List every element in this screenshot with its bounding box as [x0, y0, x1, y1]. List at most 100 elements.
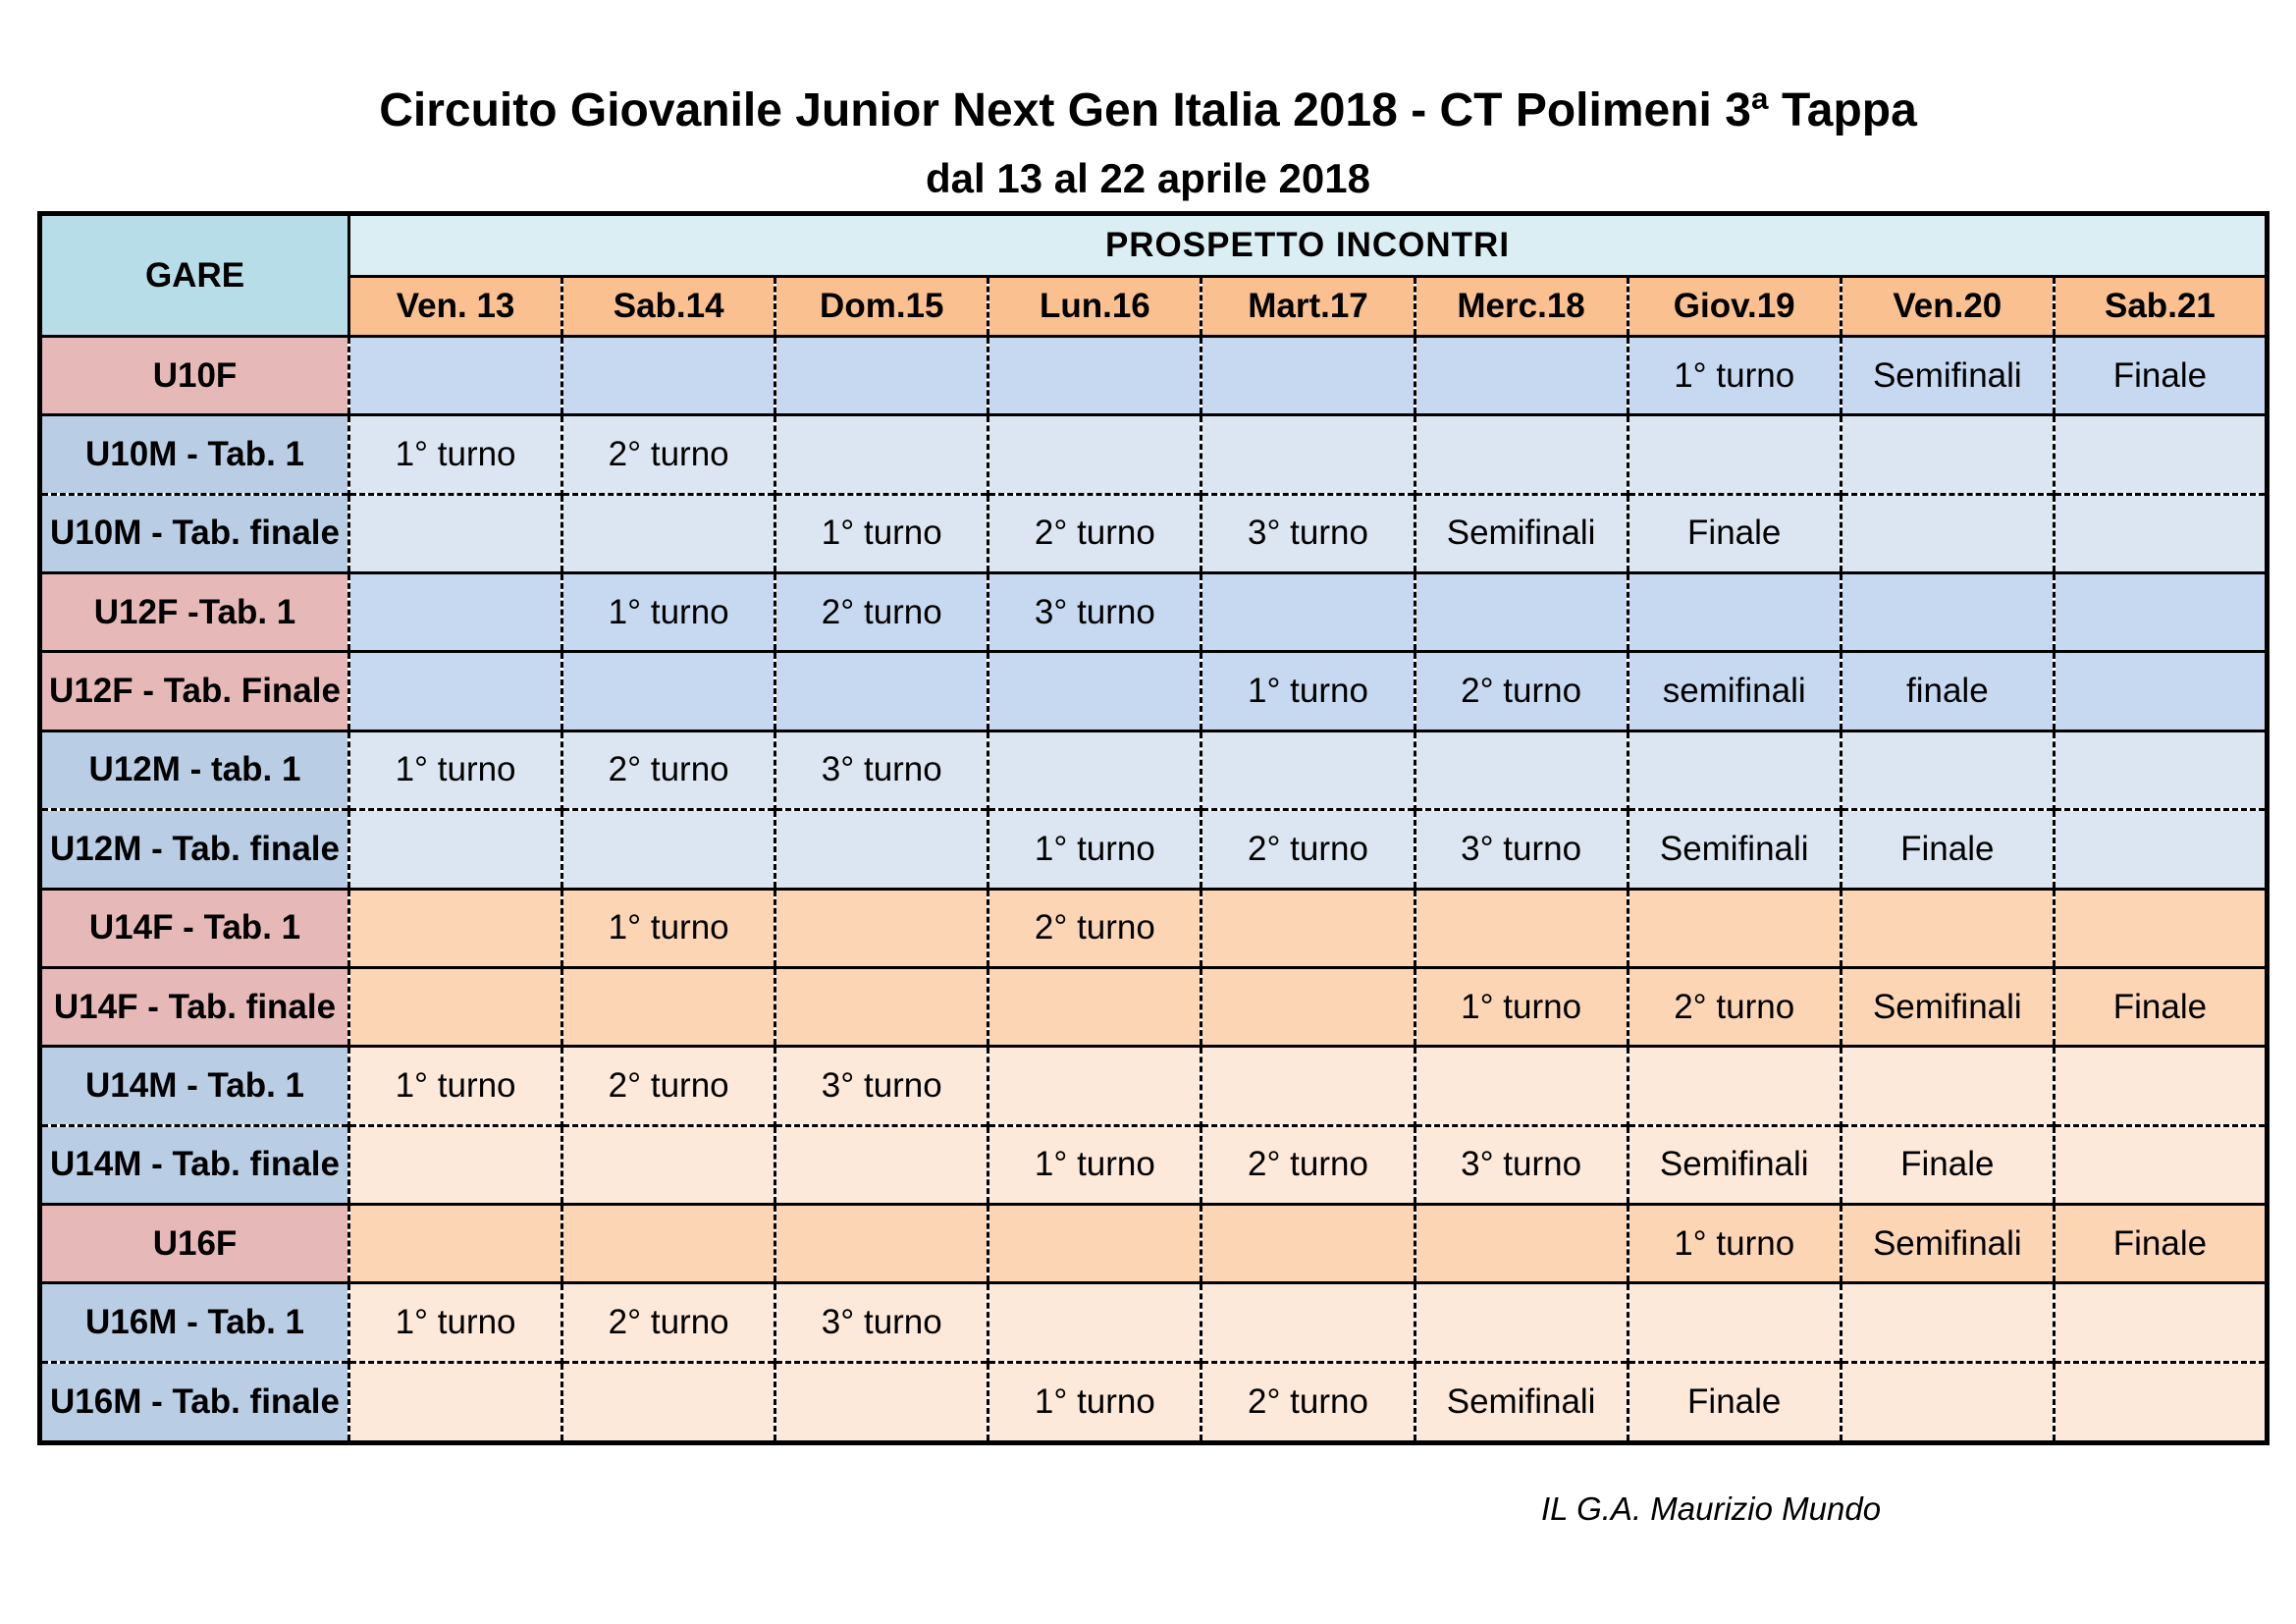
race-label: U14M - Tab. finale — [39, 1123, 350, 1205]
schedule-cell: 2° turno — [1200, 1360, 1415, 1443]
schedule-cell: 1° turno — [987, 808, 1201, 890]
schedule-cell — [2052, 571, 2268, 652]
schedule-cell — [1839, 1281, 2055, 1363]
race-label: U14F - Tab. finale — [39, 965, 350, 1047]
schedule-cell: 3° turno — [774, 729, 988, 810]
schedule-cell: Semifinali — [1839, 334, 2055, 415]
schedule-cell — [1200, 729, 1415, 810]
schedule-cell — [1839, 571, 2055, 652]
schedule-cell — [2052, 492, 2268, 573]
schedule-cell: Semifinali — [1626, 808, 1842, 890]
schedule-cell — [561, 965, 775, 1047]
schedule-cell — [2052, 808, 2268, 890]
schedule-cell: 2° turno — [561, 729, 775, 810]
gare-header: GARE — [39, 213, 350, 338]
schedule-cell: 3° turno — [1200, 492, 1415, 573]
schedule-cell — [1839, 1045, 2055, 1126]
schedule-cell — [987, 965, 1201, 1047]
race-label: U16F — [39, 1202, 350, 1283]
table-row: U16M - Tab. 1 1° turno 2° turno 3° turno — [39, 1281, 2268, 1363]
schedule-cell: 3° turno — [987, 571, 1201, 652]
schedule-cell: Finale — [1626, 1360, 1842, 1443]
schedule-cell — [2052, 1045, 2268, 1126]
schedule-cell — [774, 1123, 988, 1205]
schedule-cell: finale — [1839, 650, 2055, 731]
day-header: Lun.16 — [987, 276, 1201, 338]
schedule-cell — [1839, 492, 2055, 573]
schedule-cell: 1° turno — [348, 729, 562, 810]
table-row: U12M - tab. 1 1° turno 2° turno 3° turno — [39, 729, 2268, 810]
table-row: U16M - Tab. finale 1° turno 2° turno Semifi… — [39, 1360, 2268, 1443]
day-header: Merc.18 — [1413, 276, 1629, 338]
schedule-cell — [561, 1123, 775, 1205]
table-row: U12F - Tab. Finale 1° turno 2° turno semifi… — [39, 650, 2268, 731]
schedule-cell — [774, 650, 988, 731]
schedule-cell — [1200, 1045, 1415, 1126]
schedule-cell — [987, 1202, 1201, 1283]
race-label: U14F - Tab. 1 — [39, 887, 350, 968]
race-label: U10M - Tab. finale — [39, 492, 350, 573]
schedule-cell: 3° turno — [774, 1281, 988, 1363]
schedule-cell — [987, 729, 1201, 810]
days-header-row: Ven. 13 Sab.14 Dom.15 Lun.16 Mart.17 Mer… — [40, 276, 2268, 338]
day-header: Ven.20 — [1839, 276, 2055, 338]
race-label: U12M - Tab. finale — [39, 808, 350, 890]
schedule-cell: Finale — [1839, 808, 2055, 890]
schedule-cell — [2052, 650, 2268, 731]
schedule-cell — [348, 1202, 562, 1283]
schedule-cell: 2° turno — [561, 1045, 775, 1126]
schedule-cell: 2° turno — [987, 887, 1201, 968]
table-row: U10M - Tab. 1 1° turno 2° turno — [39, 413, 2268, 495]
schedule-cell: 3° turno — [774, 1045, 988, 1126]
schedule-cell: Finale — [2052, 334, 2268, 415]
schedule-cell: 2° turno — [1413, 650, 1629, 731]
table-row: U12F -Tab. 1 1° turno 2° turno 3° turno — [39, 571, 2268, 652]
schedule-cell: 1° turno — [348, 413, 562, 495]
table-row: U16F 1° turno Semifinali Finale — [39, 1202, 2268, 1283]
schedule-cell — [774, 334, 988, 415]
schedule-cell — [348, 492, 562, 573]
race-label: U12F -Tab. 1 — [39, 571, 350, 652]
schedule-cell — [2052, 1360, 2268, 1443]
schedule-cell — [1413, 334, 1629, 415]
schedule-cell — [2052, 729, 2268, 810]
schedule-cell: 2° turno — [774, 571, 988, 652]
day-header: Giov.19 — [1626, 276, 1842, 338]
schedule-cell — [987, 1281, 1201, 1363]
schedule-cell — [561, 492, 775, 573]
schedule-cell: 3° turno — [1413, 1123, 1629, 1205]
schedule-cell — [1200, 965, 1415, 1047]
schedule-cell — [1839, 413, 2055, 495]
schedule-cell — [348, 571, 562, 652]
schedule-cell — [1200, 413, 1415, 495]
schedule-cell — [1626, 1281, 1842, 1363]
day-header: Ven. 13 — [348, 276, 562, 338]
schedule-cell: Finale — [2052, 965, 2268, 1047]
schedule-table: GARE PROSPETTO INCONTRI Ven. 13 Sab.14 D… — [37, 211, 2269, 1445]
schedule-cell — [1626, 729, 1842, 810]
race-label: U14M - Tab. 1 — [39, 1045, 350, 1126]
table-row: U12M - Tab. finale 1° turno 2° turno 3° tur… — [39, 808, 2268, 890]
schedule-cell — [774, 965, 988, 1047]
schedule-cell — [987, 650, 1201, 731]
schedule-cell — [1839, 1360, 2055, 1443]
day-header: Sab.21 — [2052, 276, 2268, 338]
schedule-cell — [1839, 729, 2055, 810]
schedule-cell — [1413, 1202, 1629, 1283]
schedule-cell — [348, 965, 562, 1047]
schedule-cell — [1839, 887, 2055, 968]
schedule-cell — [1200, 1281, 1415, 1363]
schedule-cell — [561, 808, 775, 890]
table-row: U14F - Tab. 1 1° turno 2° turno — [39, 887, 2268, 968]
signature: IL G.A. Maurizio Mundo — [1541, 1490, 1882, 1527]
schedule-cell: 2° turno — [987, 492, 1201, 573]
schedule-cell: 1° turno — [1200, 650, 1415, 731]
schedule-cell — [774, 413, 988, 495]
table-row: U10M - Tab. finale 1° turno 2° turno 3° tur… — [39, 492, 2268, 573]
schedule-cell — [987, 1045, 1201, 1126]
schedule-cell — [1626, 413, 1842, 495]
schedule-cell — [348, 808, 562, 890]
schedule-cell: 1° turno — [987, 1360, 1201, 1443]
schedule-cell — [1413, 887, 1629, 968]
schedule-cell: Finale — [1626, 492, 1842, 573]
